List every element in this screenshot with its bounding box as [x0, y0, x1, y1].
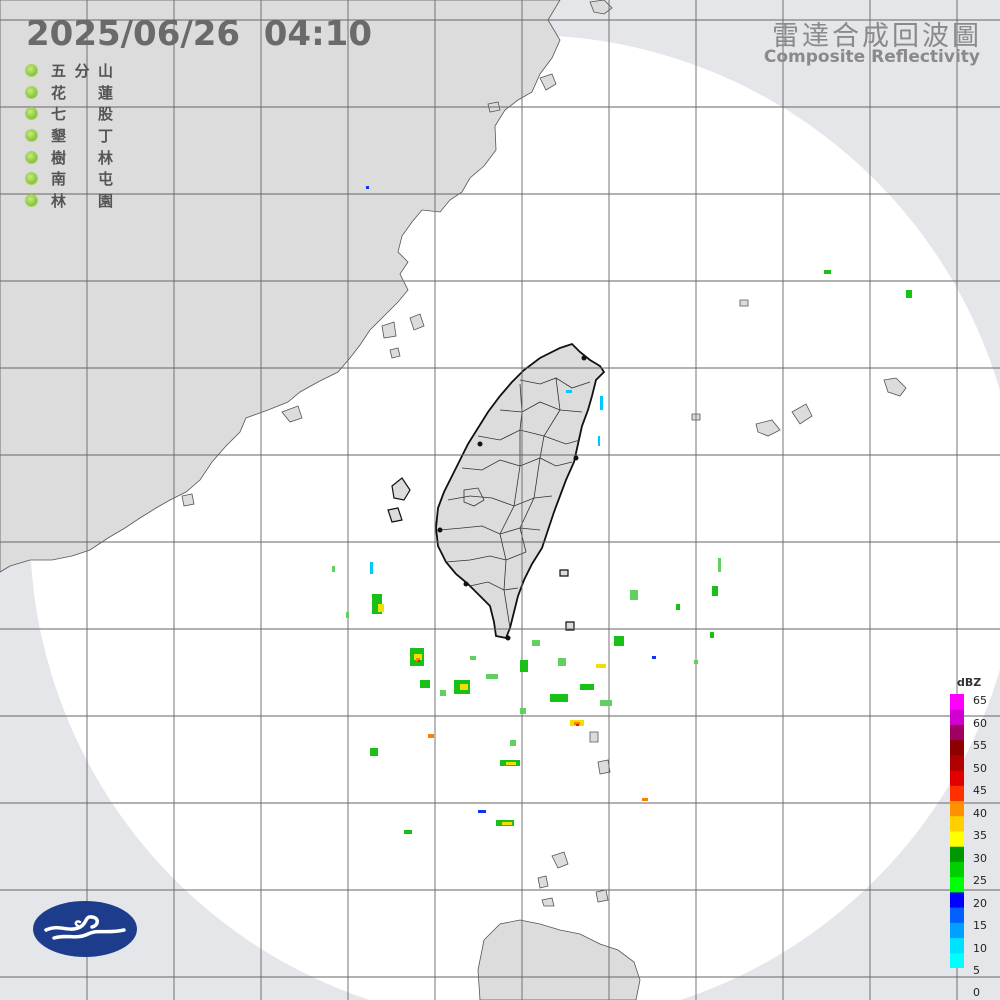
- legend-color-segment: [950, 785, 964, 802]
- mainland-china: [0, 0, 561, 573]
- legend-tick: 25: [973, 874, 987, 887]
- map-title-zh: 雷達合成回波圖: [772, 21, 982, 52]
- legend-tick: 50: [973, 762, 987, 775]
- dbz-legend: dBZ 65 60 55 50 45 40 35 30 25 20 15 10 …: [946, 676, 1000, 1000]
- station-item: 南屯: [26, 168, 113, 190]
- city-markers: [437, 355, 587, 641]
- legend-color-bar: [950, 694, 964, 968]
- status-dot-icon: [26, 173, 37, 185]
- legend-tick: 45: [973, 784, 987, 797]
- legend-tick: 55: [973, 739, 987, 752]
- coastal-islands: [181, 0, 613, 507]
- legend-color-segment: [950, 907, 964, 923]
- legend-tick: 5: [973, 964, 980, 977]
- legend-color-segment: [950, 815, 964, 832]
- station-item: 七股: [26, 103, 113, 125]
- status-dot-icon: [26, 151, 37, 163]
- legend-color-segment: [950, 754, 964, 771]
- status-dot-icon: [26, 194, 37, 206]
- station-item: 墾丁: [26, 125, 113, 147]
- county-boundaries: [439, 377, 591, 629]
- legend-tick: 60: [973, 717, 987, 730]
- station-name: 南屯: [51, 170, 113, 189]
- legend-tick: 10: [973, 942, 987, 955]
- radar-echoes: [332, 186, 912, 834]
- ryukyu-islands: [691, 299, 907, 437]
- taiwan-island: [435, 342, 606, 640]
- legend-tick: 30: [973, 852, 987, 865]
- legend-unit: dBZ: [957, 676, 982, 689]
- legend-tick: 0: [973, 986, 980, 999]
- station-name: 花蓮: [51, 83, 113, 102]
- station-name: 七股: [51, 105, 113, 124]
- legend-color-segment: [950, 770, 964, 786]
- offshore-islands: [387, 477, 575, 631]
- status-dot-icon: [26, 108, 37, 120]
- station-name: 墾丁: [51, 127, 113, 146]
- map-title-en: Composite Reflectivity: [763, 47, 980, 67]
- legend-color-segment: [950, 831, 964, 847]
- legend-color-segment: [950, 724, 964, 741]
- legend-color-segment: [950, 739, 964, 756]
- status-dot-icon: [26, 86, 37, 98]
- station-item: 五分山: [26, 60, 113, 82]
- station-item: 林園: [26, 190, 113, 212]
- legend-tick: 15: [973, 919, 987, 932]
- radar-station-list: 五分山 花蓮 七股 墾丁 樹林 南屯 林園: [26, 60, 113, 211]
- legend-tick: 65: [973, 694, 987, 707]
- status-dot-icon: [26, 65, 37, 77]
- cwa-logo-icon: [32, 900, 138, 962]
- legend-tick: 40: [973, 807, 987, 820]
- legend-color-segment: [950, 709, 964, 725]
- station-name: 林園: [51, 191, 113, 210]
- legend-color-segment: [950, 937, 964, 954]
- legend-color-segment: [950, 922, 964, 939]
- legend-color-segment: [950, 846, 964, 862]
- legend-tick: 35: [973, 829, 987, 842]
- legend-color-segment: [950, 891, 964, 908]
- legend-color-segment: [950, 694, 964, 710]
- status-dot-icon: [26, 130, 37, 142]
- batanes-islands: [537, 731, 611, 907]
- legend-tick: 20: [973, 897, 987, 910]
- timestamp: 2025/06/26 04:10: [26, 14, 372, 54]
- station-name: 五分山: [51, 62, 113, 81]
- legend-color-segment: [950, 952, 964, 968]
- legend-color-segment: [950, 861, 964, 878]
- legend-color-segment: [950, 800, 964, 817]
- legend-color-segment: [950, 876, 964, 893]
- station-item: 樹林: [26, 146, 113, 168]
- station-name: 樹林: [51, 148, 113, 167]
- station-item: 花蓮: [26, 82, 113, 104]
